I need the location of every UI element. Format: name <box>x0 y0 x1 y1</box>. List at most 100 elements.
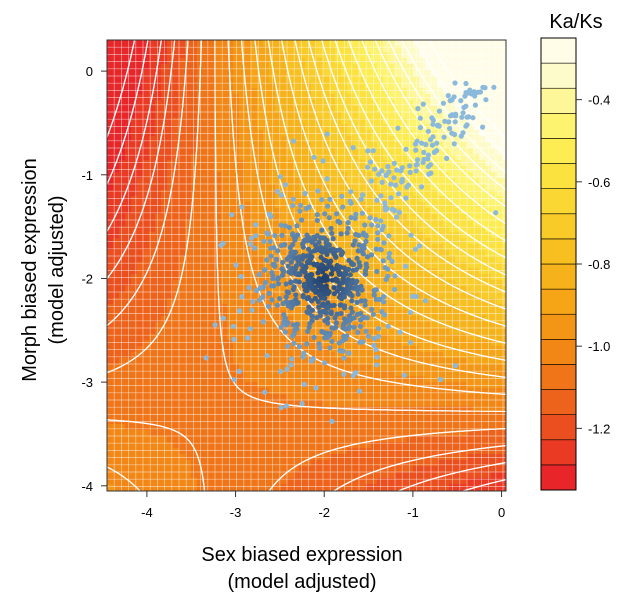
heat-cell <box>215 304 222 311</box>
heat-cell <box>491 448 498 455</box>
heat-cell <box>317 100 324 107</box>
heat-cell <box>263 76 270 83</box>
heat-cell <box>425 256 432 263</box>
heat-cell <box>263 436 270 443</box>
heat-cell <box>407 64 414 71</box>
heat-cell <box>317 484 324 491</box>
heat-cell <box>383 424 390 431</box>
heat-cell <box>137 52 144 59</box>
heat-cell <box>215 70 222 77</box>
heat-cell <box>461 232 468 239</box>
heat-cell <box>353 106 360 113</box>
heat-cell <box>383 328 390 335</box>
heat-cell <box>137 460 144 467</box>
heat-cell <box>323 70 330 77</box>
heat-cell <box>275 340 282 347</box>
heat-cell <box>383 472 390 479</box>
heat-cell <box>251 364 258 371</box>
heat-cell <box>119 412 126 419</box>
heat-cell <box>143 448 150 455</box>
heat-cell <box>461 64 468 71</box>
heat-cell <box>167 328 174 335</box>
heat-cell <box>107 484 114 491</box>
heat-cell <box>317 430 324 437</box>
heat-cell <box>455 178 462 185</box>
heat-cell <box>461 40 468 47</box>
heat-cell <box>209 286 216 293</box>
heat-cell <box>335 112 342 119</box>
heat-cell <box>143 376 150 383</box>
heat-cell <box>419 256 426 263</box>
heat-cell <box>167 250 174 257</box>
heat-cell <box>107 436 114 443</box>
heat-cell <box>443 142 450 149</box>
heat-cell <box>395 256 402 263</box>
heat-cell <box>215 256 222 263</box>
heat-cell <box>419 304 426 311</box>
heat-cell <box>191 280 198 287</box>
heat-cell <box>389 280 396 287</box>
heat-cell <box>251 160 258 167</box>
heat-cell <box>407 466 414 473</box>
heat-cell <box>203 340 210 347</box>
heat-cell <box>479 388 486 395</box>
heat-cell <box>191 52 198 59</box>
heat-cell <box>173 64 180 71</box>
heat-cell <box>347 364 354 371</box>
heat-cell <box>389 484 396 491</box>
heat-cell <box>263 160 270 167</box>
heat-cell <box>107 424 114 431</box>
heat-cell <box>275 352 282 359</box>
heat-cell <box>245 76 252 83</box>
heat-cell <box>119 376 126 383</box>
heat-cell <box>179 322 186 329</box>
heat-cell <box>347 472 354 479</box>
heat-cell <box>263 364 270 371</box>
heat-cell <box>443 484 450 491</box>
heat-cell <box>479 160 486 167</box>
heat-cell <box>389 424 396 431</box>
heat-cell <box>419 196 426 203</box>
heat-cell <box>389 142 396 149</box>
heat-cell <box>251 472 258 479</box>
heat-cell <box>479 340 486 347</box>
heat-cell <box>191 100 198 107</box>
heat-cell <box>143 244 150 251</box>
heat-cell <box>287 472 294 479</box>
heat-cell <box>419 430 426 437</box>
heat-cell <box>209 196 216 203</box>
heat-cell <box>143 214 150 221</box>
heat-cell <box>209 412 216 419</box>
heat-cell <box>359 412 366 419</box>
heat-cell <box>335 460 342 467</box>
heat-cell <box>497 76 504 83</box>
heat-cell <box>203 466 210 473</box>
heat-cell <box>209 280 216 287</box>
heat-cell <box>107 244 114 251</box>
heat-cell <box>311 364 318 371</box>
heat-cell <box>359 148 366 155</box>
heat-cell <box>191 220 198 227</box>
heat-cell <box>215 394 222 401</box>
heat-cell <box>299 388 306 395</box>
heat-cell <box>419 88 426 95</box>
heat-cell <box>209 376 216 383</box>
heat-cell <box>455 172 462 179</box>
heat-cell <box>497 106 504 113</box>
heat-cell <box>191 316 198 323</box>
heat-cell <box>467 280 474 287</box>
heat-cell <box>491 472 498 479</box>
heat-cell <box>317 52 324 59</box>
heat-cell <box>155 376 162 383</box>
heat-cell <box>443 424 450 431</box>
heat-cell <box>155 172 162 179</box>
heat-cell <box>407 316 414 323</box>
heat-cell <box>137 184 144 191</box>
heat-cell <box>353 220 360 227</box>
heat-cell <box>461 160 468 167</box>
heat-cell <box>443 268 450 275</box>
heat-cell <box>395 70 402 77</box>
heat-cell <box>479 136 486 143</box>
heat-cell <box>155 112 162 119</box>
heat-cell <box>131 136 138 143</box>
